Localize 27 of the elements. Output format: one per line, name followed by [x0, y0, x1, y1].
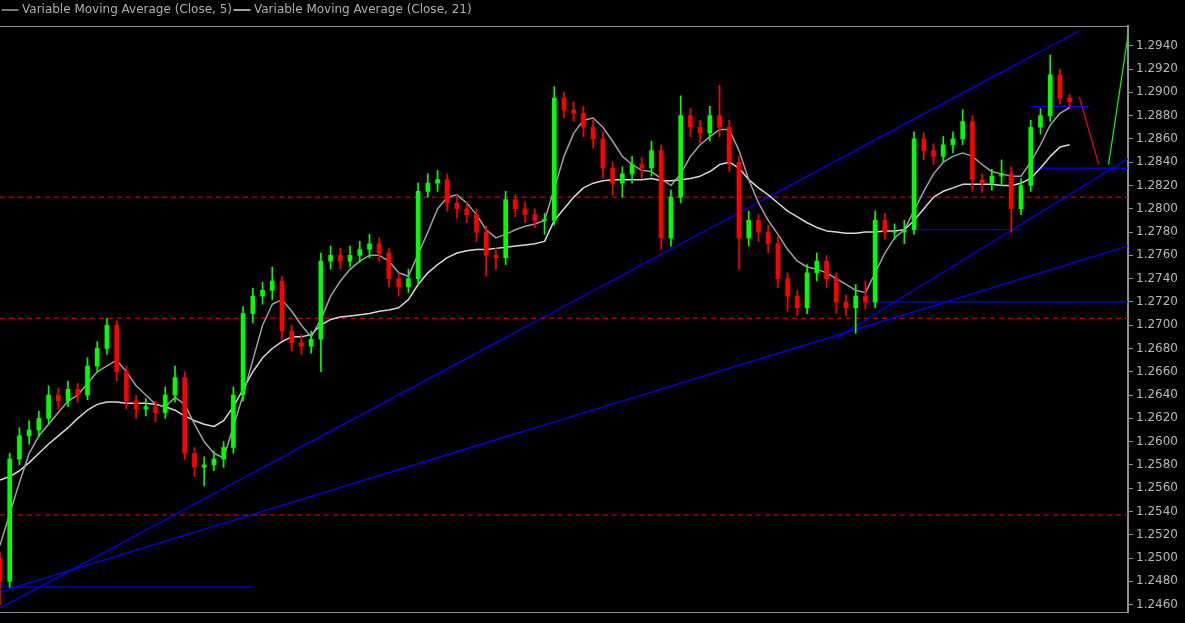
y-tick-label: 1.2800 — [1136, 200, 1179, 215]
y-tick-label: 1.2640 — [1136, 387, 1179, 402]
y-tick-label: 1.2680 — [1136, 340, 1179, 355]
legend-label: Variable Moving Average (Close, 21) — [253, 2, 472, 17]
y-tick-label: 1.2580 — [1136, 457, 1179, 472]
y-tick-label: 1.2480 — [1136, 573, 1179, 588]
y-tick-label: 1.2840 — [1136, 154, 1179, 169]
y-tick-label: 1.2460 — [1136, 596, 1179, 611]
y-tick-label: 1.2720 — [1136, 294, 1179, 309]
y-tick-label: 1.2880 — [1136, 107, 1179, 122]
y-tick-label: 1.2600 — [1136, 433, 1179, 448]
y-tick-label: 1.2700 — [1136, 317, 1179, 332]
y-tick-label: 1.2860 — [1136, 131, 1179, 146]
y-tick-label: 1.2520 — [1136, 526, 1179, 541]
y-tick-label: 1.2740 — [1136, 270, 1179, 285]
y-tick-label: 1.2760 — [1136, 247, 1179, 262]
y-tick-label: 1.2620 — [1136, 410, 1179, 425]
y-tick-label: 1.2780 — [1136, 224, 1179, 239]
y-tick-label: 1.2660 — [1136, 363, 1179, 378]
y-tick-label: 1.2900 — [1136, 84, 1179, 99]
y-tick-label: 1.2920 — [1136, 61, 1179, 76]
y-tick-label: 1.2540 — [1136, 503, 1179, 518]
y-tick-label: 1.2560 — [1136, 480, 1179, 495]
y-tick-label: 1.2940 — [1136, 37, 1179, 52]
y-tick-label: 1.2500 — [1136, 550, 1179, 565]
legend-label: Variable Moving Average (Close, 5) — [22, 2, 232, 17]
y-tick-label: 1.2820 — [1136, 177, 1179, 192]
